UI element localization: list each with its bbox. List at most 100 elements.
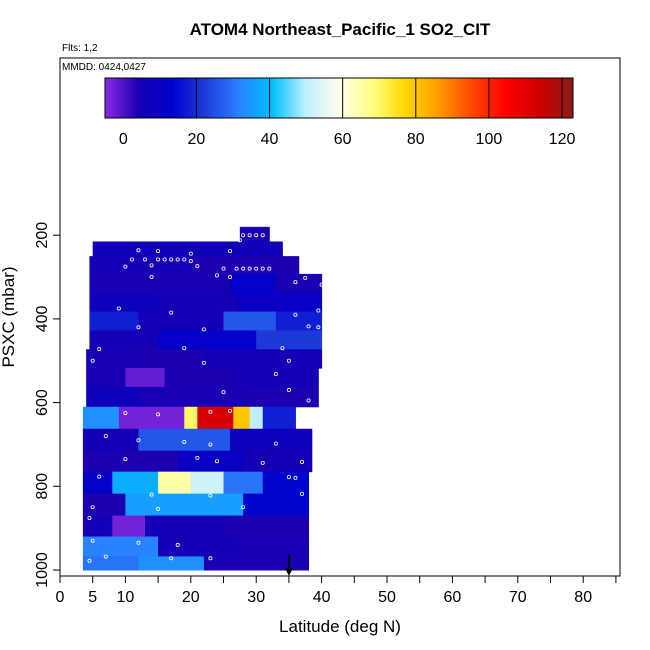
heatmap-cell xyxy=(118,406,185,430)
heatmap-cell xyxy=(82,471,113,495)
heatmap-cell xyxy=(262,406,296,430)
sample-point xyxy=(90,358,95,363)
heatmap-cell xyxy=(197,406,234,430)
sample-point xyxy=(208,442,213,447)
sample-point xyxy=(299,491,304,496)
heatmap-cell xyxy=(138,349,205,369)
heatmap-cells xyxy=(82,226,323,571)
sample-point xyxy=(143,257,148,262)
heatmap-cell xyxy=(89,273,231,294)
sample-point xyxy=(136,540,141,545)
sample-point xyxy=(293,280,298,285)
sample-point xyxy=(188,251,193,256)
heatmap-cell xyxy=(223,311,277,331)
sample-point xyxy=(116,306,121,311)
heatmap-cell xyxy=(138,556,205,571)
sample-point xyxy=(260,460,265,465)
y-tick-label: 800 xyxy=(34,473,51,500)
sample-point xyxy=(97,474,102,479)
heatmap-cell xyxy=(233,406,251,430)
heatmap-cell xyxy=(243,536,310,557)
sample-point xyxy=(195,455,200,460)
heatmap-cell xyxy=(275,273,323,294)
heatmap-cell xyxy=(158,471,192,495)
heatmap-cell xyxy=(243,450,313,473)
heatmap-cell xyxy=(243,493,310,517)
heatmap-cell xyxy=(89,330,159,350)
heatmap-cell xyxy=(89,311,139,331)
sample-point xyxy=(90,505,95,510)
sample-point xyxy=(280,346,285,351)
arrow-marker xyxy=(284,554,293,576)
sample-point xyxy=(228,408,233,413)
heatmap-cell xyxy=(92,241,283,257)
sample-point xyxy=(214,459,219,464)
colorbar-tick-label: 0 xyxy=(119,131,128,148)
heatmap-cell xyxy=(82,556,139,571)
sample-point xyxy=(156,412,161,417)
heatmap-cell xyxy=(82,493,126,517)
sample-point xyxy=(201,360,206,365)
sample-point xyxy=(149,263,154,268)
sample-point xyxy=(188,259,193,264)
x-axis: 0 5 10 20 30 40 50 60 70 80 xyxy=(56,576,617,606)
plot-frame xyxy=(59,57,621,577)
colorbar-tick-labels: 0 20 40 60 80 100 120 xyxy=(119,131,576,148)
heatmap-cell xyxy=(177,450,244,473)
heatmap-cell xyxy=(138,386,244,408)
sample-point xyxy=(234,266,239,271)
colorbar-tick-label: 40 xyxy=(261,131,279,148)
x-tick-label: 40 xyxy=(313,589,331,606)
sample-point xyxy=(103,434,108,439)
colorbar-boundaries xyxy=(104,78,563,118)
sample-point xyxy=(228,275,233,280)
sample-point xyxy=(123,264,128,269)
heatmap-cell xyxy=(184,406,198,430)
sample-point xyxy=(136,325,141,330)
sample-point xyxy=(208,409,213,414)
sample-point xyxy=(182,346,187,351)
sample-point xyxy=(175,257,180,262)
sample-point xyxy=(90,538,95,543)
sample-point xyxy=(221,390,226,395)
sample-point xyxy=(156,506,161,511)
heatmap-cell xyxy=(82,406,120,430)
sample-point xyxy=(169,310,174,315)
x-tick-label: 0 xyxy=(56,589,65,606)
x-tick-label: 5 xyxy=(88,589,97,606)
heatmap-cell xyxy=(138,311,224,331)
heatmap-cell xyxy=(230,428,313,452)
sample-point xyxy=(260,233,265,238)
sample-point xyxy=(247,266,252,271)
heatmap-cell xyxy=(164,368,231,388)
sample-point xyxy=(286,388,291,393)
y-tick-label: 600 xyxy=(34,389,51,416)
y-axis-title: PSXC (mbar) xyxy=(0,266,18,367)
heatmap-cell xyxy=(256,330,323,350)
x-tick-label: 30 xyxy=(247,589,265,606)
y-tick-label: 200 xyxy=(34,222,51,249)
heatmap-cell xyxy=(203,556,310,571)
x-tick-label: 60 xyxy=(444,589,462,606)
sample-point xyxy=(241,233,246,238)
x-tick-label: 20 xyxy=(182,589,200,606)
sample-point xyxy=(136,438,141,443)
colorbar-tick-label: 100 xyxy=(476,131,503,148)
sample-point xyxy=(306,398,311,403)
x-axis-title: Latitude (deg N) xyxy=(279,617,401,636)
sample-points xyxy=(87,233,331,563)
heatmap-cell xyxy=(262,471,310,495)
dates-label: MMDD: 0424,0427 xyxy=(62,62,146,73)
chart-title: ATOM4 Northeast_Pacific_1 SO2_CIT xyxy=(190,20,491,39)
flights-label: Flts: 1,2 xyxy=(62,43,98,54)
heatmap-cell xyxy=(145,515,231,538)
heatmap-cell xyxy=(86,349,139,369)
x-tick-label: 70 xyxy=(509,589,527,606)
heatmap-cell xyxy=(230,515,310,538)
sample-point xyxy=(326,375,331,380)
heatmap-cell xyxy=(86,386,139,408)
heatmap-cell xyxy=(236,292,323,313)
sample-point xyxy=(254,233,259,238)
sample-point xyxy=(169,556,174,561)
sample-point xyxy=(247,233,252,238)
